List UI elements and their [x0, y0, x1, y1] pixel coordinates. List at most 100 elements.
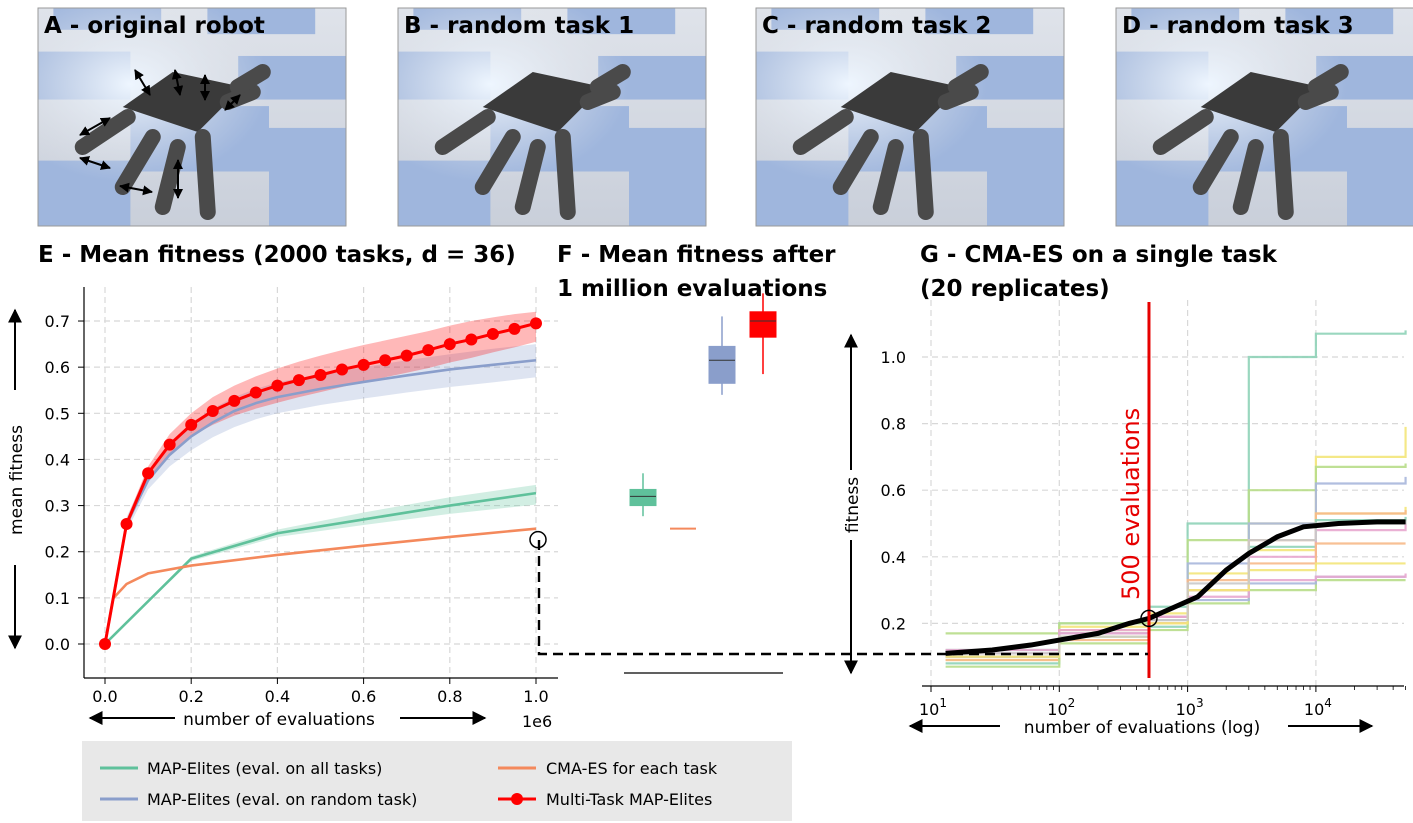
- panel-e-data-point: [185, 418, 198, 431]
- legend-label-cmaes: CMA-ES for each task: [546, 759, 718, 778]
- robot-leg: [194, 129, 216, 220]
- robot-body: [122, 72, 243, 132]
- robot-body: [840, 72, 961, 132]
- panel-g-replicate-line: [945, 510, 1407, 658]
- panel-g-x-tick-label: 104: [1304, 696, 1332, 719]
- robot-leg: [947, 64, 989, 95]
- panel-e-data-point: [443, 338, 456, 351]
- robot-body: [1200, 72, 1321, 132]
- panel-e-y-tick-label: 0.4: [45, 450, 70, 469]
- panel-g-y-tick-label: 0.8: [881, 415, 906, 434]
- panel-g-title-line2: (20 replicates): [920, 276, 1110, 302]
- robot-panel-a: A - original robot: [37, 7, 347, 227]
- panel-e-data-point: [508, 322, 521, 335]
- panel-e-data-point: [422, 344, 435, 357]
- panel-e-data-point: [228, 394, 241, 407]
- robot-leg: [154, 139, 186, 215]
- robot-leg: [434, 109, 496, 155]
- panel-g-x-tick-label: 103: [1176, 696, 1204, 719]
- panel-g-highlight-circle: [1140, 609, 1158, 628]
- legend: MAP-Elites (eval. on all tasks) MAP-Elit…: [82, 741, 792, 821]
- panel-e-series-line: [103, 358, 537, 645]
- panel-f-box: [708, 316, 736, 395]
- panel-g-xlabel: number of evaluations (log): [1024, 718, 1260, 738]
- panel-g-replicate-line: [945, 542, 1406, 662]
- robot-leg: [1307, 64, 1349, 95]
- joint-arrow: [119, 182, 153, 196]
- panel-e-band: [105, 344, 536, 644]
- joint-arrow: [134, 69, 151, 96]
- panel-e-data-point: [400, 349, 413, 362]
- panel-e-data-point: [99, 638, 111, 650]
- panel-e-band: [105, 484, 536, 644]
- panel-e-data-point: [379, 354, 392, 367]
- robot-leg: [589, 64, 631, 95]
- robot-leg: [229, 64, 271, 95]
- robot-panel-d: D - random task 3: [1115, 7, 1413, 227]
- panel-f-boxplot: F - Mean fitness after 1 million evaluat…: [557, 242, 836, 674]
- panel-e-x-tick-label: 0.0: [92, 687, 117, 706]
- panel-e-y-tick-label: 0.6: [45, 358, 70, 377]
- legend-box: [82, 741, 792, 821]
- panel-g-title-line1: G - CMA-ES on a single task: [920, 242, 1278, 268]
- joint-arrow: [224, 94, 241, 111]
- robot-leg: [474, 129, 521, 195]
- robot-leg: [1192, 129, 1239, 195]
- panel-g-y-tick-label: 1.0: [881, 348, 906, 367]
- panel-g-x-tick-label: 102: [1047, 696, 1075, 719]
- robot-leg: [1152, 109, 1214, 155]
- robot-leg: [832, 129, 879, 195]
- joint-arrow: [171, 69, 184, 96]
- panel-e-y-tick-label: 0.7: [45, 312, 70, 331]
- robot-panel-title: B - random task 1: [404, 13, 634, 39]
- panel-g-y-tick-label: 0.2: [881, 614, 906, 633]
- panel-e-x-tick-label: 0.4: [265, 687, 290, 706]
- legend-label-multitask: Multi-Task MAP-Elites: [546, 790, 712, 809]
- legend-label-map-elites-all: MAP-Elites (eval. on all tasks): [147, 759, 382, 778]
- panel-g-y-tick-label: 0.6: [881, 481, 906, 500]
- robot-leg: [114, 129, 161, 195]
- panel-e-y-tick-label: 0.1: [45, 589, 70, 608]
- robot-leg: [792, 109, 854, 155]
- panel-e-data-point: [120, 518, 133, 531]
- panel-f-box-body: [749, 311, 777, 338]
- panel-g-replicate-line: [945, 463, 1407, 635]
- panel-e-data-point: [163, 438, 176, 451]
- robot-leg: [912, 129, 934, 220]
- robot-panel-b: B - random task 1: [397, 7, 707, 227]
- panel-f-title-line2: 1 million evaluations: [557, 276, 827, 302]
- robot-panel-title: D - random task 3: [1122, 13, 1354, 39]
- joint-arrow: [79, 156, 111, 170]
- panel-e-data-point: [271, 379, 284, 392]
- panel-e-data-point: [292, 374, 305, 387]
- panel-frame: [397, 7, 707, 227]
- robot-leg: [1272, 129, 1294, 220]
- panel-g-500-evaluations-label: 500 evaluations: [1117, 408, 1145, 600]
- robot-leg: [579, 84, 621, 110]
- robot-panel-title: A - original robot: [44, 13, 265, 39]
- robot-leg: [937, 84, 979, 110]
- panel-e-data-point: [314, 369, 327, 382]
- panel-e-data-point: [249, 386, 262, 399]
- panel-e-mean-fitness-chart: E - Mean fitness (2000 tasks, d = 36) 0.…: [7, 242, 558, 731]
- panel-g-replicate-line: [945, 573, 1407, 652]
- panel-g-x-tick-label: 101: [919, 696, 947, 719]
- panel-e-data-point: [465, 333, 478, 346]
- panel-e-y-tick-label: 0.0: [45, 635, 70, 654]
- panel-e-y-tick-label: 0.5: [45, 404, 70, 423]
- panel-frame: [755, 7, 1065, 227]
- panel-e-x-tick-label: 0.6: [351, 687, 376, 706]
- panel-e-data-point: [336, 363, 349, 376]
- panel-f-box: [629, 473, 657, 517]
- robot-leg: [1232, 139, 1264, 215]
- robot-leg: [514, 139, 546, 215]
- panel-e-x-tick-label: 0.2: [178, 687, 203, 706]
- legend-marker-multitask: [511, 793, 523, 805]
- robot-leg: [1297, 84, 1339, 110]
- panel-f-box-body: [629, 488, 657, 507]
- panel-e-ylabel: mean fitness: [7, 425, 27, 535]
- panel-g-replicate-line: [945, 426, 1407, 658]
- panel-f-title-line1: F - Mean fitness after: [557, 242, 836, 268]
- robot-body: [482, 72, 603, 132]
- panel-e-y-tick-label: 0.2: [45, 543, 70, 562]
